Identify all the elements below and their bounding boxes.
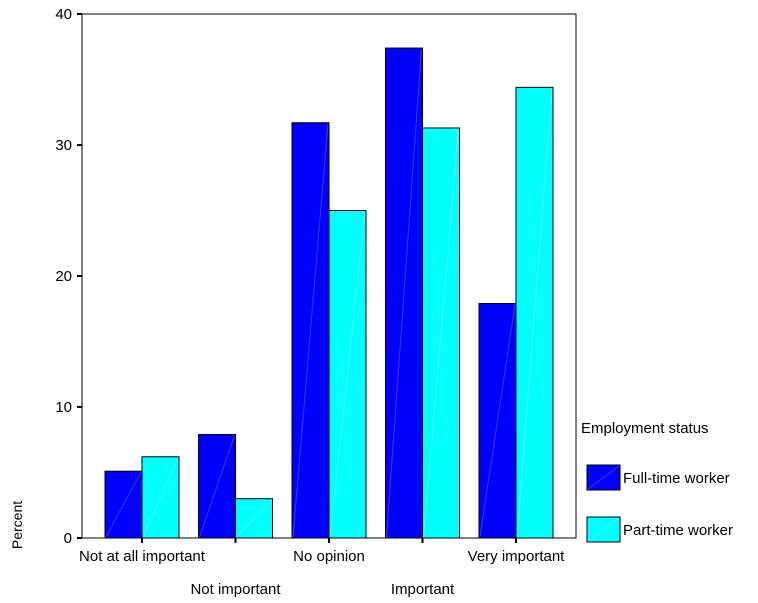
x-tick-label: Important xyxy=(391,581,455,598)
y-tick-label: 0 xyxy=(64,530,72,547)
legend-label: Full-time worker xyxy=(623,470,730,487)
bar-full-time xyxy=(104,470,143,539)
bar-full-time xyxy=(198,434,236,539)
legend-item-part-time: Part-time worker xyxy=(586,516,733,543)
bar-part-time xyxy=(515,86,554,539)
y-tick-label: 30 xyxy=(55,137,72,154)
x-tick-label: No opinion xyxy=(293,548,365,565)
bar-part-time xyxy=(235,498,273,539)
bar-part-time xyxy=(141,456,180,539)
legend-label: Part-time worker xyxy=(623,522,733,539)
bar-full-time xyxy=(385,47,423,539)
x-tick-label: Not important xyxy=(190,581,281,598)
x-tick-label: Not at all important xyxy=(79,548,206,565)
legend: Employment status Full-time worker Part-t… xyxy=(581,420,733,543)
legend-item-full-time: Full-time worker xyxy=(586,464,730,491)
bar-part-time xyxy=(422,127,460,539)
bar-part-time xyxy=(328,210,367,539)
y-axis-label: Percent xyxy=(9,501,25,549)
bars-group xyxy=(104,47,554,539)
y-axis: 0 10 20 30 40 xyxy=(55,6,82,547)
bar-full-time xyxy=(291,122,330,539)
legend-title: Employment status xyxy=(581,420,709,437)
y-tick-label: 40 xyxy=(55,6,72,23)
y-tick-label: 10 xyxy=(55,399,72,416)
x-tick-label: Very important xyxy=(468,548,566,565)
y-tick-label: 20 xyxy=(55,268,72,285)
x-axis: Not at all important Not important No opin… xyxy=(79,538,565,598)
bar-full-time xyxy=(478,303,517,539)
